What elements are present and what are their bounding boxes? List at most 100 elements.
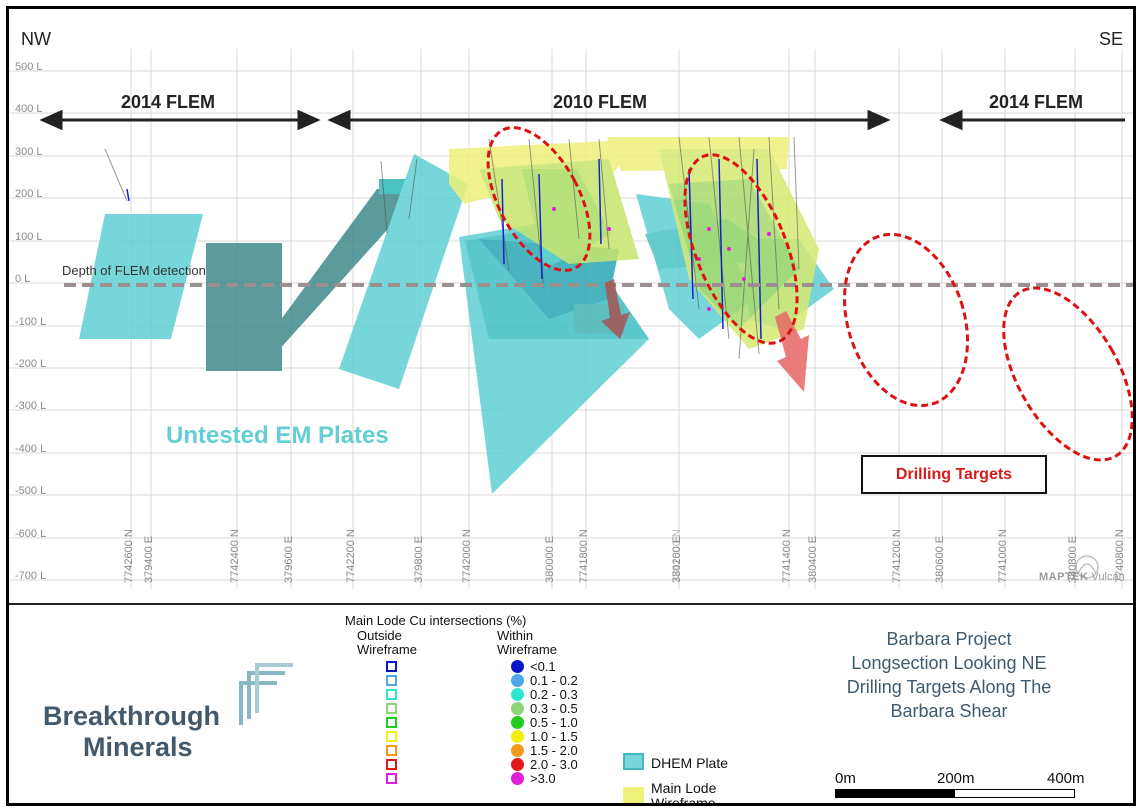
legend-within-swatch bbox=[511, 702, 524, 715]
legend-outside-swatch bbox=[386, 675, 397, 686]
coordinate-label: 7741400 N bbox=[781, 529, 793, 583]
coordinate-label: 379600 E bbox=[283, 535, 295, 583]
legend-within-swatch bbox=[511, 688, 524, 701]
legend-within-swatch bbox=[511, 660, 524, 673]
project-title: Barbara Project Longsection Looking NE D… bbox=[799, 627, 1099, 723]
legend-within-swatch bbox=[511, 758, 524, 771]
legend-within-line2: Wireframe bbox=[497, 642, 557, 657]
legend-within-swatch bbox=[511, 744, 524, 757]
legend-within-swatch bbox=[511, 716, 524, 729]
coordinate-label: 7741000 N bbox=[997, 529, 1009, 583]
logo-line-1: Breakthrough bbox=[43, 701, 221, 731]
direction-label-nw: NW bbox=[21, 29, 51, 49]
wireframe-label: Main Lode Wireframe bbox=[651, 780, 717, 806]
elevation-label: -700 L bbox=[15, 570, 47, 582]
legend-within-swatch bbox=[511, 674, 524, 687]
flem-depth-label: Depth of FLEM detection bbox=[62, 263, 206, 278]
drillholes bbox=[104, 136, 800, 360]
longsection-view: 500 L 400 L 300 L 200 L 100 L 0 L -100 L… bbox=[9, 9, 1133, 605]
legend-panel: Breakthrough Minerals Main Lode Cu inter… bbox=[9, 605, 1133, 806]
project-title-line: Drilling Targets Along The bbox=[846, 677, 1052, 697]
elevation-label: 300 L bbox=[15, 146, 43, 158]
coordinate-label: 7742400 N bbox=[229, 529, 241, 583]
section-drawing bbox=[9, 49, 1133, 589]
legend-outside-swatch bbox=[386, 661, 397, 672]
legend-grade-label: 1.0 - 1.5 bbox=[530, 729, 578, 744]
scale-label: 0m bbox=[835, 770, 856, 787]
untested-plates-label: Untested EM Plates bbox=[166, 422, 389, 449]
cu-high-grade bbox=[552, 207, 771, 311]
elevation-label: 100 L bbox=[15, 231, 43, 243]
maptek-watermark: MAPTEK Vulcan bbox=[1039, 571, 1125, 583]
dhem-plate-label: DHEM Plate bbox=[651, 755, 729, 771]
direction-label-se: SE bbox=[1099, 29, 1124, 49]
scale-label: 400m bbox=[1047, 770, 1085, 787]
elevation-label: 400 L bbox=[15, 103, 43, 115]
coordinate-label: 7741800 N bbox=[578, 529, 590, 583]
em-plate bbox=[339, 154, 468, 389]
elevation-label: 0 L bbox=[15, 273, 31, 285]
legend-within-swatch bbox=[511, 772, 524, 785]
target-ellipse bbox=[1002, 286, 1133, 462]
legend-outside-swatch bbox=[386, 745, 397, 756]
elevation-label: 200 L bbox=[15, 188, 43, 200]
legend-grade-label: <0.1 bbox=[530, 659, 556, 674]
legend-outside-swatch bbox=[386, 703, 397, 714]
em-plate bbox=[206, 243, 282, 371]
company-logo: Breakthrough Minerals bbox=[43, 701, 220, 763]
scale-bar bbox=[835, 789, 1075, 798]
maptek-brand: MAPTEK bbox=[1039, 571, 1089, 583]
plunge-arrows bbox=[601, 279, 809, 392]
legend-outside-swatch bbox=[386, 689, 397, 700]
legend-grade-label: >3.0 bbox=[530, 771, 556, 786]
coordinate-label: 380000 E bbox=[544, 535, 556, 583]
wireframe-label-line1: Main Lode bbox=[651, 780, 717, 796]
coordinate-label: 380400 E bbox=[807, 535, 819, 583]
legend-grade-label: 0.5 - 1.0 bbox=[530, 715, 578, 730]
target-ellipse bbox=[683, 153, 799, 345]
elevation-label: -600 L bbox=[15, 528, 47, 540]
flem-survey-label: 2010 FLEM bbox=[553, 92, 648, 112]
legend-title: Main Lode Cu intersections (%) bbox=[345, 613, 527, 628]
project-title-line: Barbara Shear bbox=[890, 701, 1008, 721]
logo-line-2: Minerals bbox=[83, 732, 193, 762]
scale-bar-white bbox=[955, 790, 1074, 797]
coordinate-label: 379800 E bbox=[413, 535, 425, 583]
coordinate-label: 7742600 N bbox=[123, 529, 135, 583]
project-title-line: Longsection Looking NE bbox=[851, 653, 1047, 673]
coordinate-label: 7741200 N bbox=[891, 529, 903, 583]
flem-survey-label: 2014 FLEM bbox=[989, 92, 1084, 112]
coordinate-label: 7742000 N bbox=[461, 529, 473, 583]
legend-within-header: Within Wireframe bbox=[497, 629, 557, 657]
project-title-line: Barbara Project bbox=[886, 629, 1012, 649]
scale-bar-black bbox=[836, 790, 955, 797]
scale-label: 200m bbox=[937, 770, 975, 787]
legend-grade-label: 1.5 - 2.0 bbox=[530, 743, 578, 758]
em-plate bbox=[257, 189, 424, 352]
flem-survey-label: 2014 FLEM bbox=[121, 92, 216, 112]
legend-within-swatch bbox=[511, 730, 524, 743]
elevation-label: -100 L bbox=[15, 316, 47, 328]
coordinate-label: 7742200 N bbox=[345, 529, 357, 583]
elevation-label: -300 L bbox=[15, 400, 47, 412]
legend-outside-line2: Wireframe bbox=[357, 642, 417, 657]
target-ellipse bbox=[486, 126, 592, 272]
legend-grade-label: 0.3 - 0.5 bbox=[530, 701, 578, 716]
elevation-label: -200 L bbox=[15, 358, 47, 370]
wireframe-swatch bbox=[623, 787, 644, 803]
wireframe-label-line2: Wireframe bbox=[651, 795, 716, 806]
drilling-targets-label: Drilling Targets bbox=[861, 455, 1047, 494]
vulcan-logo-icon bbox=[1075, 555, 1099, 579]
legend-outside-header: Outside Wireframe bbox=[357, 629, 417, 657]
legend-outside-line1: Outside bbox=[357, 628, 402, 643]
coordinate-label: 380600 E bbox=[934, 535, 946, 583]
legend-within-line1: Within bbox=[497, 628, 534, 643]
flem-coverage-arrows bbox=[39, 109, 1125, 131]
legend-outside-swatch bbox=[386, 759, 397, 770]
legend-outside-swatch bbox=[386, 731, 397, 742]
coordinate-label: 379400 E bbox=[143, 535, 155, 583]
legend-outside-swatch bbox=[386, 717, 397, 728]
elevation-label: -400 L bbox=[15, 443, 47, 455]
target-ellipse bbox=[842, 232, 970, 408]
elevation-label: 500 L bbox=[15, 61, 43, 73]
